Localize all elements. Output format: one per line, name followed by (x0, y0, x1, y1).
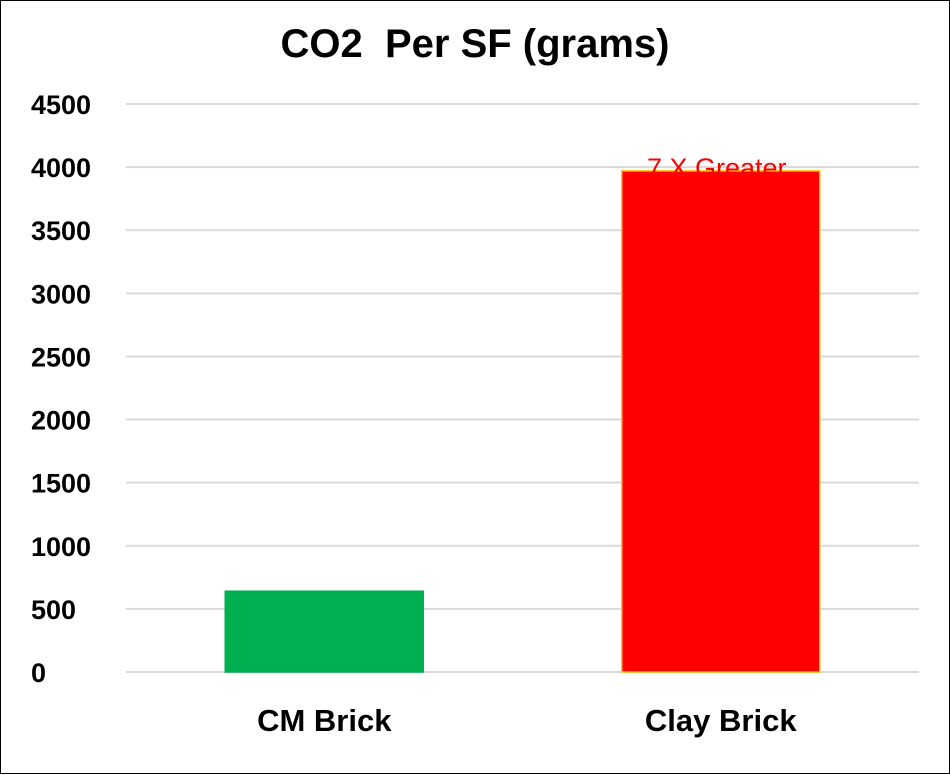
bars: 7 X Greater (224, 153, 821, 673)
y-axis-ticks: 0 500 1000 1500 2000 2500 3000 3500 4000 4500 (31, 90, 91, 688)
y-tick-label: 1500 (31, 469, 91, 499)
y-tick-label: 4500 (31, 90, 91, 120)
y-tick-label: 1000 (31, 532, 91, 562)
chart-title: CO2 Per SF (grams) (280, 22, 669, 66)
y-tick-label: 3500 (31, 216, 91, 246)
x-axis-labels: CM Brick Clay Brick (257, 703, 797, 738)
y-tick-label: 3000 (31, 279, 91, 309)
y-tick-label: 500 (31, 595, 76, 625)
y-tick-label: 2500 (31, 342, 91, 372)
y-tick-label: 2000 (31, 406, 91, 436)
bar-annotation: 7 X Greater (647, 153, 787, 183)
y-tick-label: 4000 (31, 153, 91, 183)
x-category-label: Clay Brick (645, 703, 797, 738)
bar-clay-brick (621, 170, 821, 673)
y-tick-label: 0 (31, 658, 46, 688)
x-category-label: CM Brick (257, 703, 392, 738)
bar-cm-brick (224, 590, 424, 673)
